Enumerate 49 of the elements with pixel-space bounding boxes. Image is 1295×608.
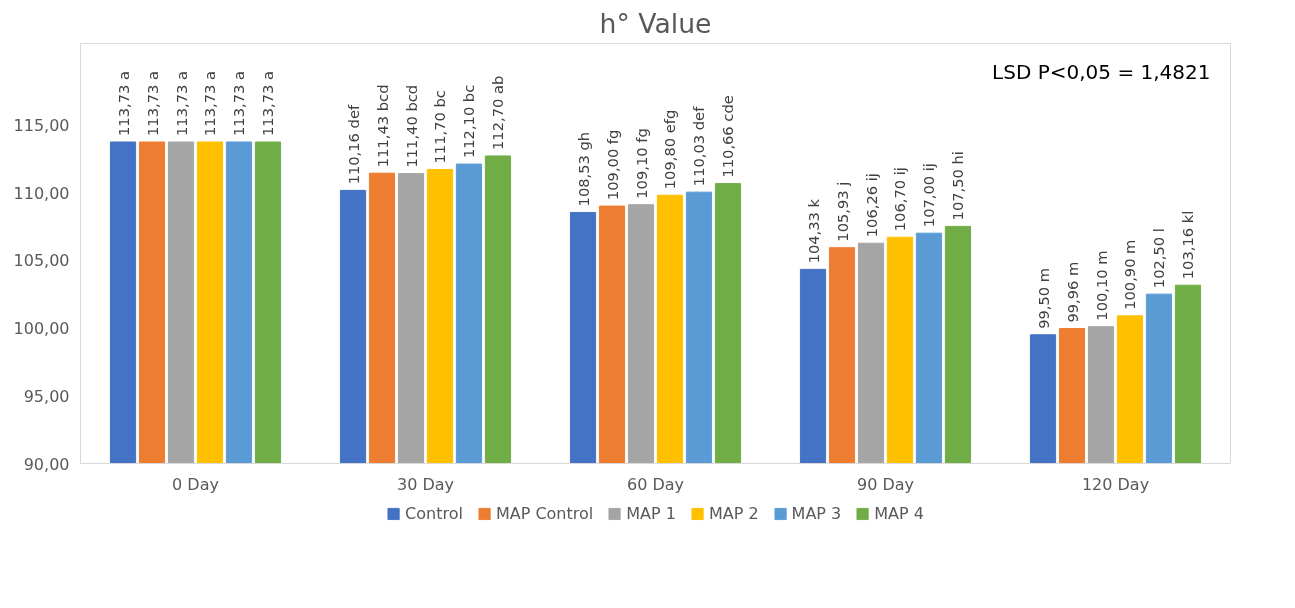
y-tick-label: 115,00 — [13, 115, 70, 135]
y-tick-label: 105,00 — [13, 251, 70, 271]
x-tick-label: 60 Day — [626, 474, 685, 494]
x-tick-label: 120 Day — [1081, 474, 1150, 494]
annotation: LSD P<0,05 = 1,4821 — [992, 59, 1211, 84]
data-label: 111,40 bcd — [402, 84, 420, 168]
data-label: 109,10 fg — [632, 128, 650, 199]
data-label: 99,50 m — [1034, 267, 1052, 329]
x-tick-label: 30 Day — [396, 474, 455, 494]
legend-label: MAP Control — [495, 503, 594, 523]
data-label: 111,70 bc — [431, 90, 449, 164]
data-label: 100,90 m — [1121, 239, 1139, 310]
x-tick-label: 90 Day — [856, 474, 915, 494]
data-label: 104,33 k — [804, 198, 822, 264]
data-label: 113,73 a — [143, 71, 161, 136]
data-label: 110,03 def — [690, 105, 708, 187]
data-label: 103,16 kl — [1179, 210, 1197, 280]
data-label: 100,10 m — [1092, 250, 1110, 321]
legend-label: MAP 3 — [791, 503, 842, 523]
data-label: 113,73 a — [230, 71, 248, 136]
legend-label: MAP 1 — [626, 503, 676, 523]
chart-title: h° Value — [599, 7, 712, 39]
data-label: 112,10 bc — [460, 84, 478, 159]
data-label: 108,53 gh — [574, 131, 592, 207]
data-label: 109,80 efg — [661, 109, 679, 190]
data-label: 107,00 ij — [920, 163, 938, 228]
x-tick-label: 0 Day — [172, 474, 219, 494]
data-label: 106,26 ij — [862, 173, 880, 238]
legend-label: Control — [405, 503, 463, 523]
data-label: 99,96 m — [1063, 261, 1081, 323]
data-label: 110,66 cde — [719, 95, 737, 178]
y-tick-label: 110,00 — [13, 183, 70, 203]
y-tick-label: 100,00 — [13, 319, 70, 339]
data-label: 105,93 j — [833, 181, 851, 242]
data-label: 106,70 ij — [891, 167, 909, 232]
legend-label: MAP 2 — [708, 503, 759, 523]
data-label: 110,16 def — [344, 104, 362, 185]
data-label: 113,73 a — [172, 71, 190, 136]
data-label: 112,70 ab — [489, 75, 507, 150]
data-label: 113,73 a — [114, 71, 132, 136]
y-tick-label: 90,00 — [23, 454, 70, 474]
data-label: 107,50 hi — [949, 151, 967, 221]
y-tick-label: 95,00 — [23, 386, 70, 406]
data-label: 113,73 a — [201, 71, 219, 136]
data-label: 102,50 l — [1150, 228, 1168, 289]
data-label: 113,73 a — [259, 71, 277, 136]
data-label: 111,43 bcd — [373, 84, 391, 168]
legend-label: MAP 4 — [874, 503, 924, 523]
data-label: 109,00 fg — [603, 129, 621, 201]
